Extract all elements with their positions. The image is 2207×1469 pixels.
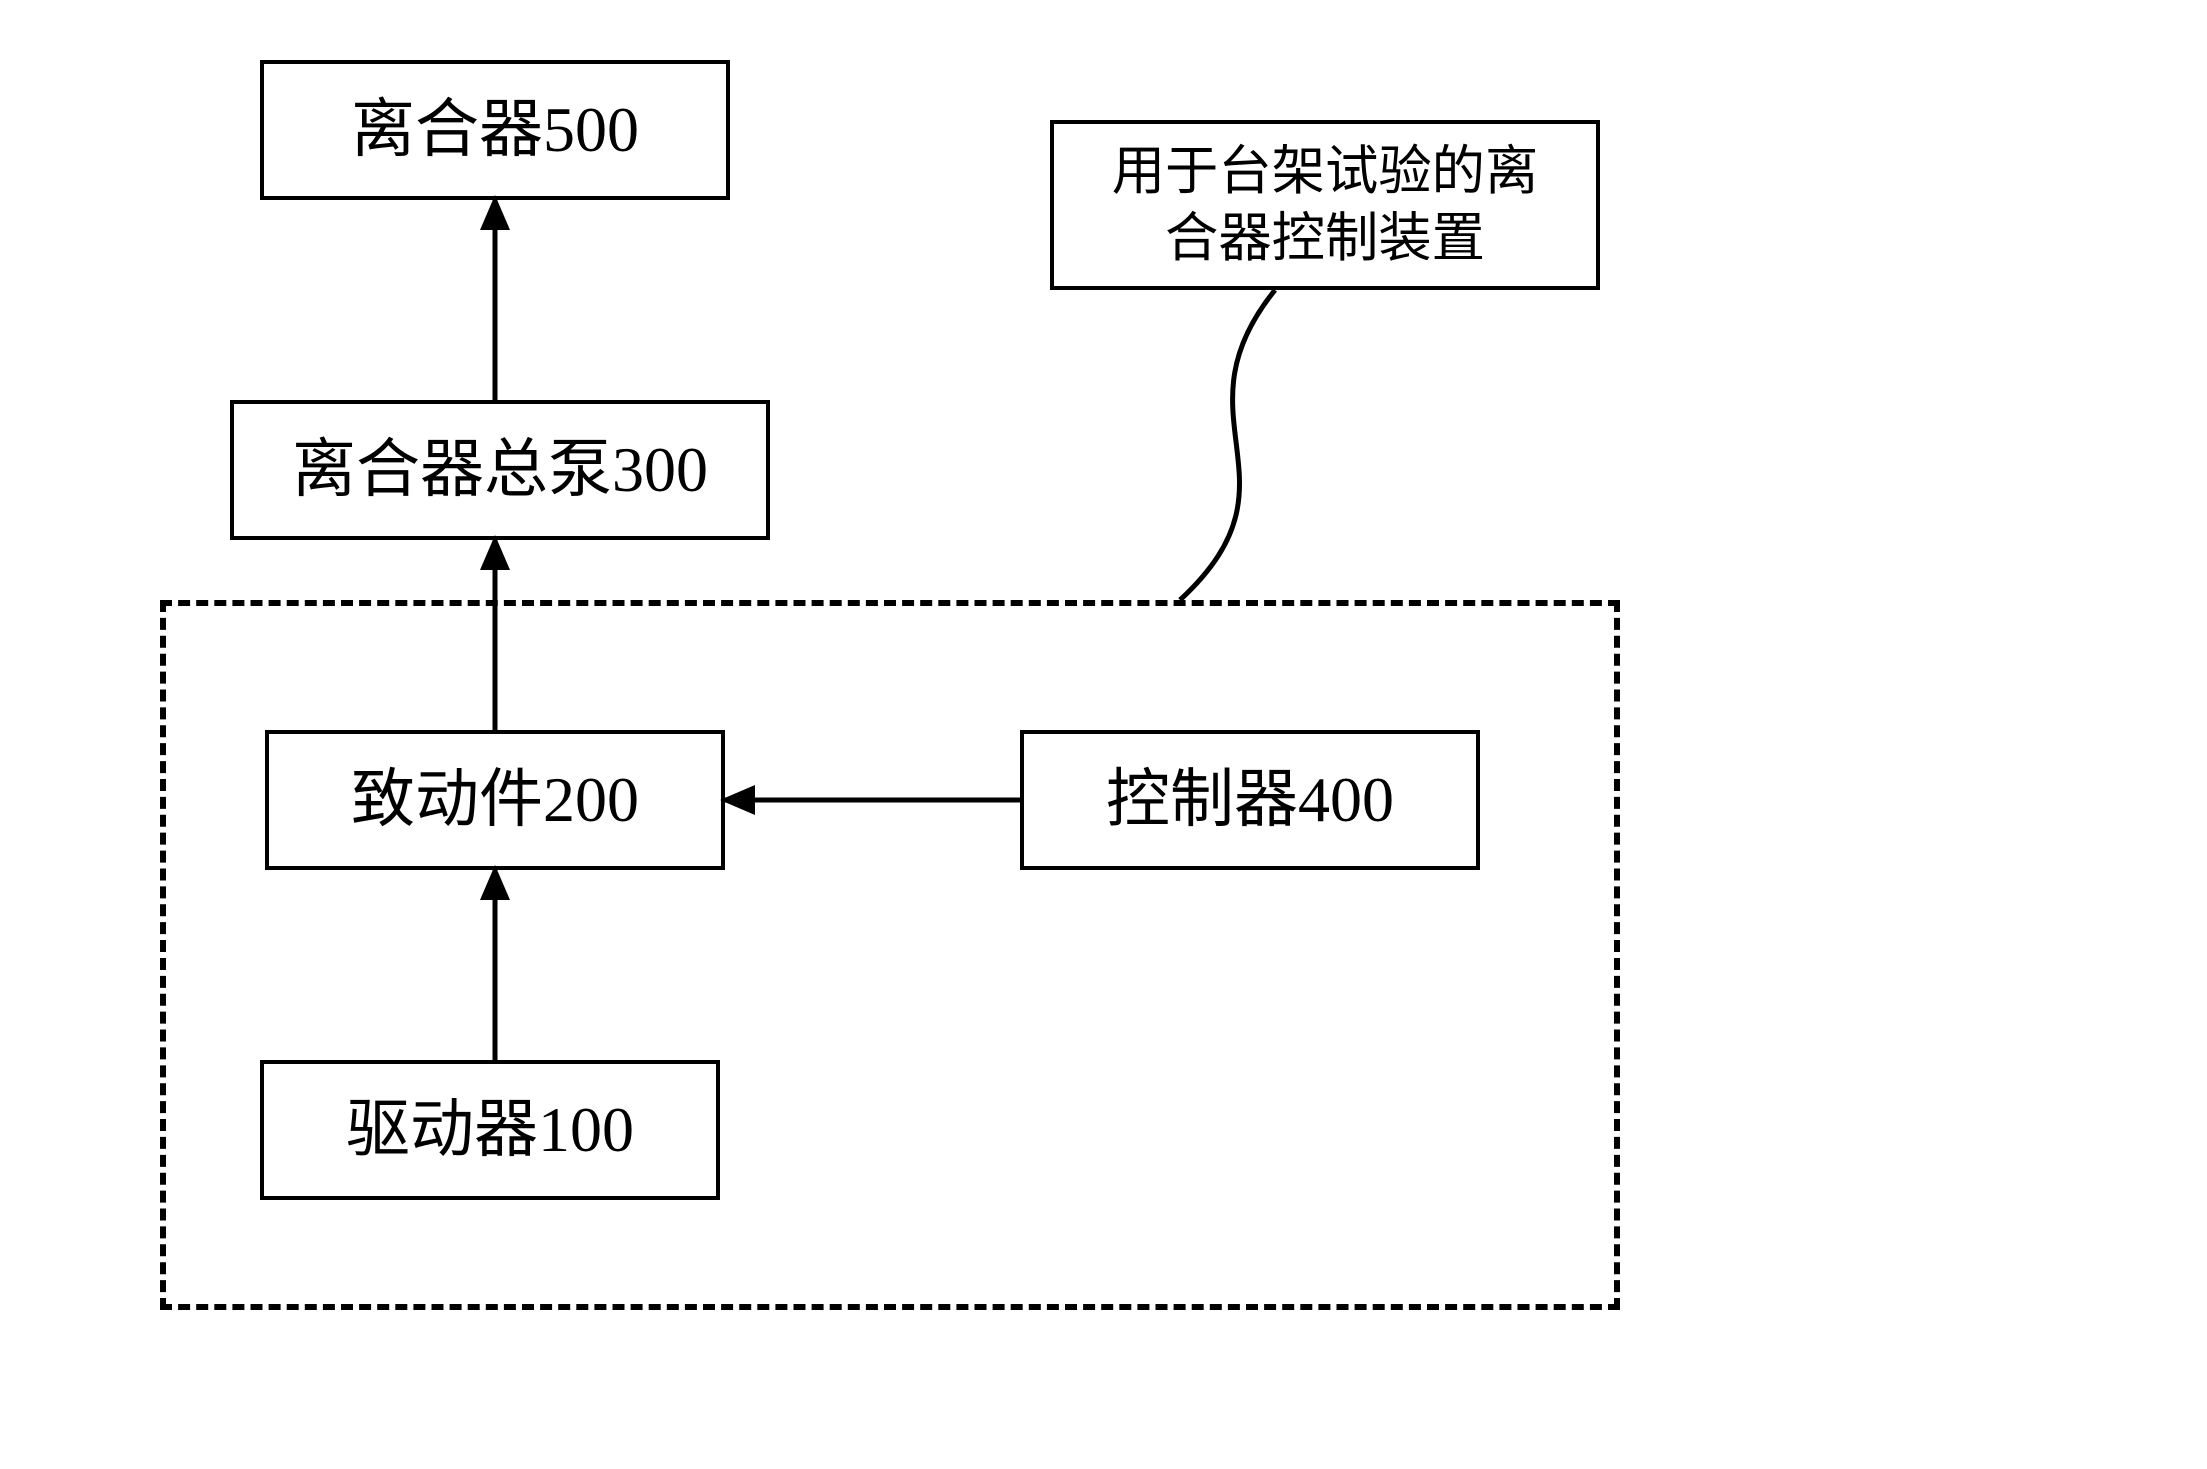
driver-label: 驱动器100 <box>346 1090 634 1170</box>
controller-label: 控制器400 <box>1106 760 1394 840</box>
callout-box: 用于台架试验的离 合器控制装置 <box>1050 120 1600 290</box>
clutch-box: 离合器500 <box>260 60 730 200</box>
clutch-label: 离合器500 <box>351 90 639 170</box>
driver-box: 驱动器100 <box>260 1060 720 1200</box>
master-cylinder-label: 离合器总泵300 <box>292 430 708 510</box>
callout-text: 用于台架试验的离 合器控制装置 <box>1112 138 1539 271</box>
device-group-box <box>160 600 1620 1310</box>
actuator-label: 致动件200 <box>351 760 639 840</box>
controller-box: 控制器400 <box>1020 730 1480 870</box>
actuator-box: 致动件200 <box>265 730 725 870</box>
master-cylinder-box: 离合器总泵300 <box>230 400 770 540</box>
diagram-canvas: 离合器500 离合器总泵300 致动件200 控制器400 驱动器100 用于台… <box>0 0 2207 1469</box>
